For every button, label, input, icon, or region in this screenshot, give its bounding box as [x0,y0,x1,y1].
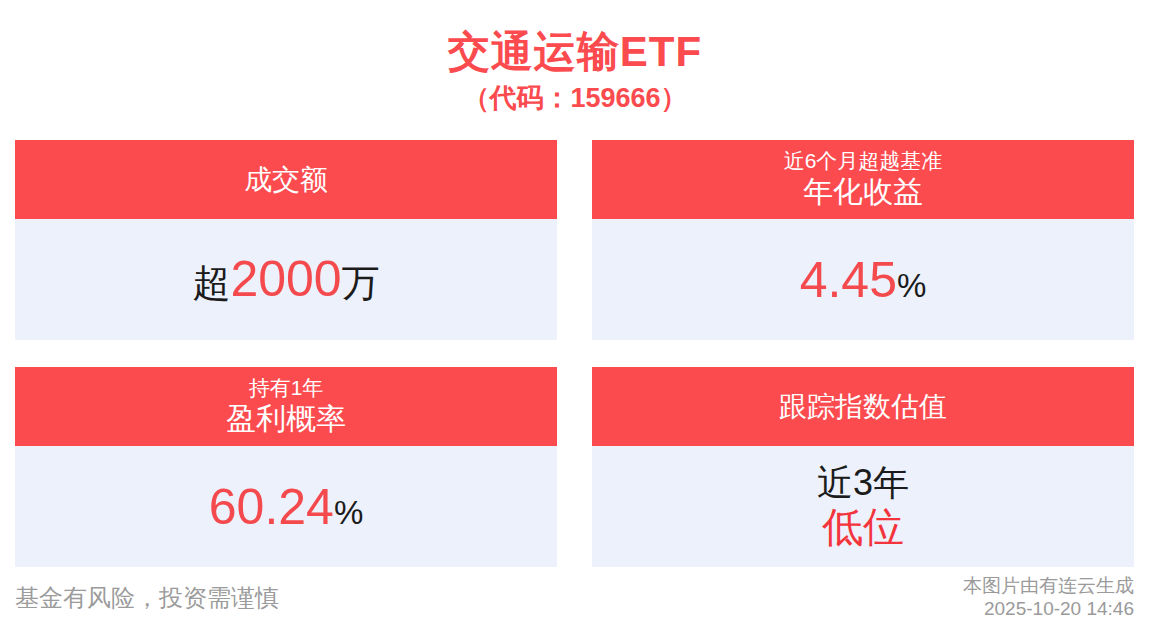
index-valuation-level: 低位 [817,504,909,551]
annualized-return-unit: % [897,267,926,304]
page-title: 交通运输ETF [0,24,1150,80]
card-turnover-title: 成交额 [244,163,328,196]
profit-probability-value: 60.24 [209,479,334,535]
profit-probability-subtitle: 持有1年 [249,376,324,401]
card-annualized-return-header: 近6个月超越基准 年化收益 [592,140,1134,219]
annualized-return-subtitle: 近6个月超越基准 [784,149,943,174]
card-turnover-body: 超2000万 [15,219,557,340]
index-valuation-title: 跟踪指数估值 [779,390,947,423]
card-turnover: 成交额 超2000万 [15,140,557,340]
card-index-valuation-header: 跟踪指数估值 [592,367,1134,446]
card-index-valuation: 跟踪指数估值 近3年 低位 [592,367,1134,567]
card-annualized-return: 近6个月超越基准 年化收益 4.45% [592,140,1134,340]
turnover-value-suffix: 万 [342,262,380,304]
card-index-valuation-body: 近3年 低位 [592,446,1134,567]
footer-credit: 本图片由有连云生成 2025-10-20 14:46 [963,574,1134,620]
annualized-return-title: 年化收益 [803,174,923,209]
card-profit-probability-body: 60.24% [15,446,557,567]
turnover-value-prefix: 超 [192,262,230,304]
footer-disclaimer: 基金有风险，投资需谨慎 [15,582,279,614]
profit-probability-title: 盈利概率 [226,401,346,436]
card-turnover-header: 成交额 [15,140,557,219]
card-annualized-return-body: 4.45% [592,219,1134,340]
footer-source: 本图片由有连云生成 [963,575,1134,596]
profit-probability-unit: % [334,494,363,531]
page-subtitle: （代码：159666） [0,80,1150,116]
footer-timestamp: 2025-10-20 14:46 [984,598,1134,619]
stats-grid: 成交额 超2000万 近6个月超越基准 年化收益 4.45% 持有1年 盈利概率… [15,140,1134,567]
index-valuation-period: 近3年 [817,462,909,503]
turnover-value-number: 2000 [230,251,341,307]
card-profit-probability-header: 持有1年 盈利概率 [15,367,557,446]
card-profit-probability: 持有1年 盈利概率 60.24% [15,367,557,567]
annualized-return-value: 4.45 [800,252,897,308]
